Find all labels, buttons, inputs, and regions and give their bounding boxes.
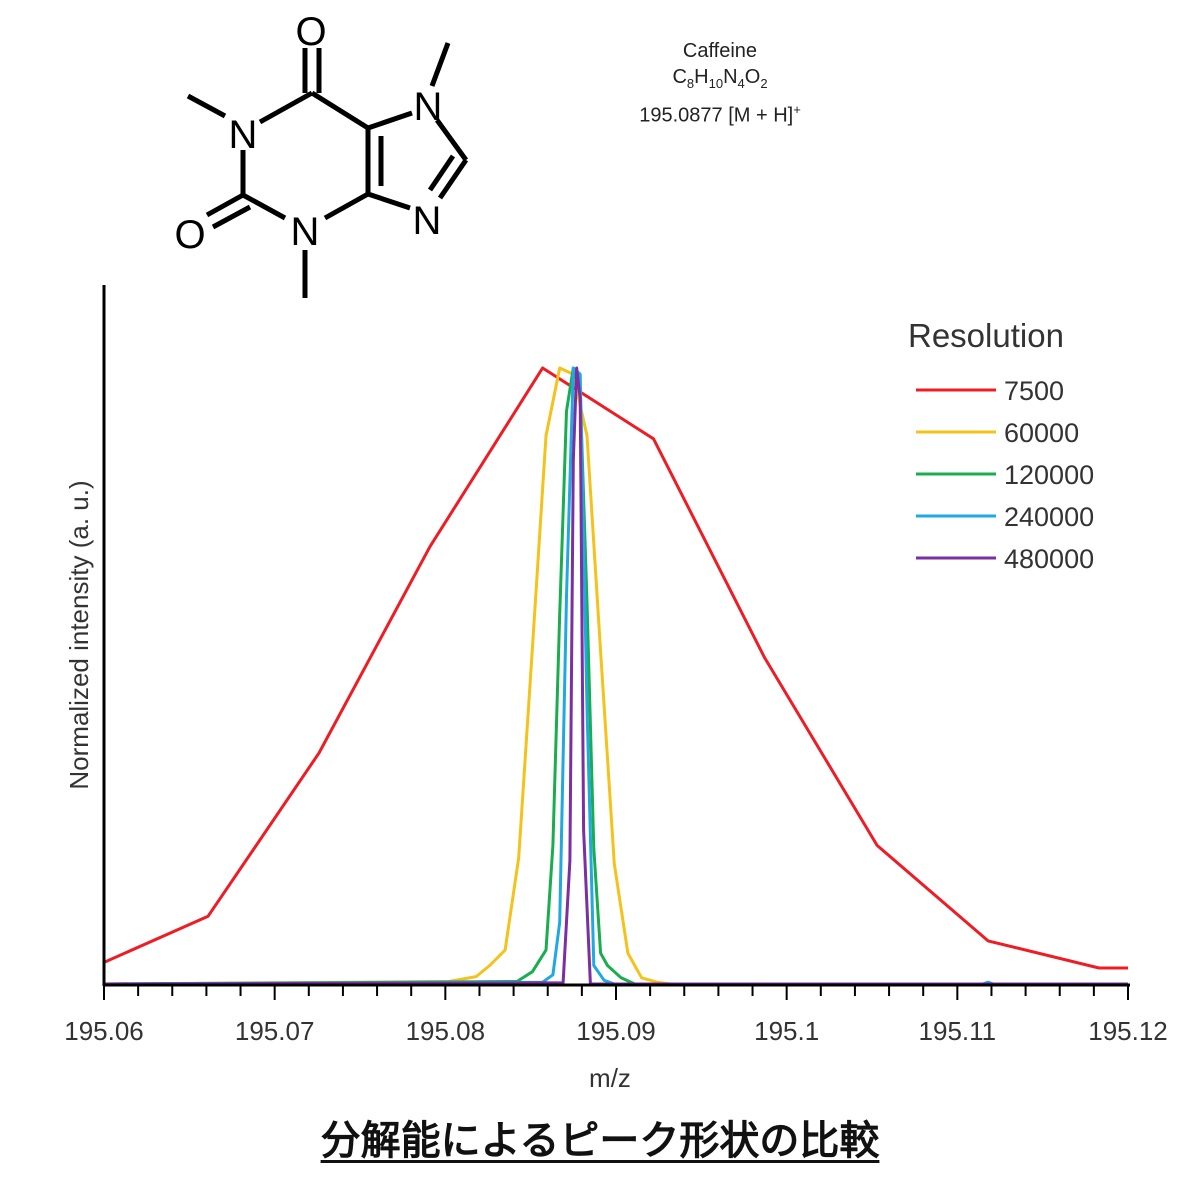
formula-element: H	[694, 66, 709, 88]
formula-subscript: 4	[737, 76, 745, 91]
formula-element: N	[723, 66, 738, 88]
legend-title: Resolution	[908, 317, 1064, 354]
figure-caption: 分解能によるピーク形状の比較	[320, 1118, 880, 1164]
compound-info: Caffeine C8H10N4O2 195.0877 [M + H]+	[560, 38, 880, 129]
formula-element: C	[672, 66, 687, 88]
atom-label: O	[174, 213, 205, 257]
series-line-240000	[103, 366, 1128, 986]
x-tick-label: 195.12	[1088, 1016, 1168, 1046]
atom-label: O	[295, 10, 326, 54]
bond	[434, 118, 469, 162]
formula-subscript: 10	[708, 76, 724, 91]
bond	[310, 90, 370, 131]
bond	[241, 192, 287, 221]
legend-entry: 480000	[1004, 544, 1094, 574]
legend-entry: 7500	[1004, 376, 1064, 406]
x-tick-label: 195.07	[235, 1016, 315, 1046]
compound-formula: C8H10N4O2	[560, 64, 880, 97]
legend: Resolution 7500 60000 120000 240000 480000	[908, 317, 1094, 574]
bond	[205, 192, 245, 218]
formula-subscript: 2	[760, 76, 768, 91]
y-axis-label: Normalized intensity (a. u.)	[64, 480, 94, 789]
x-axis-label: m/z	[589, 1063, 631, 1093]
series-line-120000	[103, 366, 1128, 986]
formula-subscript: 8	[686, 76, 695, 91]
ion-label: [M + H]	[728, 104, 794, 127]
series-line-480000	[103, 366, 1128, 986]
x-tick-label: 195.09	[576, 1016, 656, 1046]
spectrum-chart: 195.06 195.07 195.08 195.09 195.1 195.11 195.1…	[64, 285, 1168, 1093]
compound-name: Caffeine	[682, 40, 758, 62]
ion-charge: +	[793, 102, 801, 117]
x-tick-label: 195.06	[64, 1016, 144, 1046]
x-ticks: 195.06 195.07 195.08 195.09 195.1 195.11 195.1…	[64, 986, 1168, 1046]
bond	[367, 191, 411, 211]
bond	[211, 204, 252, 230]
bond	[367, 110, 413, 131]
bond	[429, 42, 451, 87]
plot-lines	[103, 366, 1128, 986]
legend-entry: 240000	[1004, 502, 1094, 532]
mass-value: 195.0877	[639, 104, 723, 127]
bond	[427, 154, 456, 192]
compound-mass: 195.0877 [M + H]+	[560, 97, 880, 129]
legend-entry: 120000	[1004, 460, 1094, 490]
series-line-60000	[103, 366, 1128, 986]
x-tick-label: 195.1	[754, 1016, 819, 1046]
bond	[186, 93, 227, 119]
x-tick-label: 195.11	[919, 1016, 997, 1046]
atom-label: N	[229, 113, 258, 157]
x-tick-label: 195.08	[406, 1016, 486, 1046]
caffeine-structure: O N N N N O	[174, 10, 469, 298]
atom-label: N	[413, 199, 442, 243]
bond	[258, 90, 314, 125]
legend-entry: 60000	[1004, 418, 1079, 448]
atom-label: N	[414, 85, 443, 129]
bond	[437, 158, 469, 200]
bond	[323, 191, 370, 221]
formula-element: O	[744, 66, 761, 88]
atom-label: N	[291, 210, 320, 254]
series-line-7500	[103, 366, 1128, 970]
